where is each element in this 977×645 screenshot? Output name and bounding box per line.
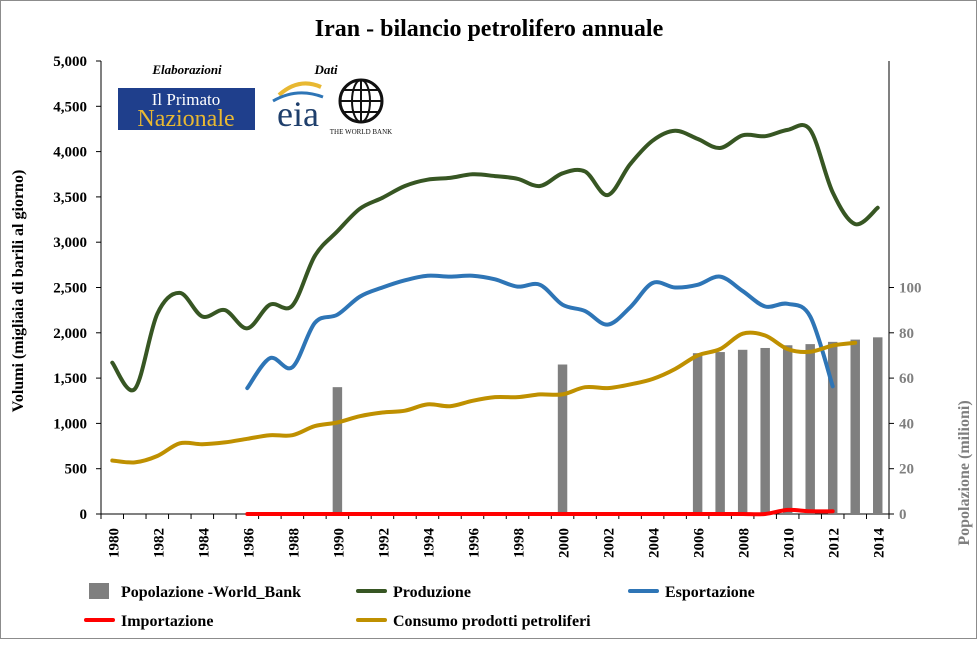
x-tick-label: 1996 [466, 528, 482, 559]
legend-label: Importazione [121, 613, 213, 630]
y-tick-label: 5,000 [53, 54, 87, 70]
legend: Popolazione -World_Bank Produzione Esporta… [84, 583, 755, 630]
world-bank-logo-text: THE WORLD BANK [330, 128, 392, 136]
population-bar [827, 341, 838, 514]
y-tick-label: 1,500 [53, 371, 87, 387]
y2-tick-label: 20 [899, 462, 914, 478]
y-tick-label: 3,000 [53, 235, 87, 251]
x-tick-label: 2010 [782, 528, 798, 558]
legend-label: Consumo prodotti petroliferi [393, 613, 591, 630]
x-tick-label: 2000 [557, 528, 573, 558]
y2-axis-label: Popolazione (milioni) [956, 400, 973, 545]
logo1-line2: Nazionale [137, 106, 234, 132]
consumption-line [110, 330, 858, 465]
eia-logo: eia [272, 81, 324, 134]
plot-area: 0 500 1,000 1,500 2,000 2,500 3,000 3,500 4,000 4… [53, 54, 921, 558]
y2-tick-label: 80 [899, 326, 914, 342]
legend-label: Esportazione [665, 584, 755, 601]
population-bar [782, 345, 793, 514]
x-tick-label: 2006 [692, 528, 708, 559]
y-tick-label: 4,000 [53, 145, 87, 161]
y2-tick-label: 40 [899, 416, 914, 432]
x-tick-label: 2004 [647, 528, 663, 559]
x-tick-label: 1984 [196, 528, 212, 559]
export-line [245, 273, 835, 391]
y-tick-label: 0 [80, 507, 88, 523]
population-bar [873, 337, 883, 514]
x-tick-label: 1990 [331, 528, 347, 558]
x-tick-label: 2014 [872, 528, 888, 559]
population-bar [715, 352, 725, 514]
x-tick-label: 1992 [376, 528, 392, 558]
y-tick-label: 500 [65, 462, 88, 478]
x-tick-label: 2012 [827, 528, 843, 558]
y-tick-label: 4,500 [53, 99, 87, 115]
chart-title: Iran - bilancio petrolifero annuale [315, 16, 664, 42]
production-line [110, 123, 880, 393]
y-tick-label: 2,000 [53, 326, 87, 342]
y-tick-label: 2,500 [53, 281, 87, 297]
y2-tick-label: 60 [899, 371, 914, 387]
credit-elaborazioni-label: Elaborazioni [151, 62, 222, 77]
x-tick-label: 1988 [286, 528, 302, 558]
population-bar [760, 347, 770, 514]
x-tick-label: 1980 [106, 528, 122, 558]
population-bar [557, 364, 568, 514]
legend-label: Produzione [393, 584, 471, 601]
x-tick-label: 1994 [421, 528, 437, 559]
import-line [245, 507, 835, 517]
x-tick-label: 1998 [512, 528, 528, 558]
population-bar [805, 344, 815, 514]
il-primato-nazionale-logo: Il Primato Nazionale [118, 88, 255, 132]
population-bar [332, 387, 343, 514]
population-bar [850, 339, 860, 514]
world-bank-logo: THE WORLD BANK [330, 78, 392, 136]
y-axis-label: Volumi (migliaia di barili al giorno) [10, 170, 27, 413]
x-tick-label: 1982 [151, 528, 167, 558]
credits: Elaborazioni Dati Il Primato Nazionale e… [118, 62, 392, 136]
y2-tick-label: 0 [899, 507, 907, 523]
population-bar [737, 349, 748, 514]
credit-dati-label: Dati [313, 62, 338, 77]
legend-swatch [89, 583, 109, 599]
x-tick-label: 1986 [241, 528, 257, 559]
population-bar [692, 353, 703, 514]
x-tick-label: 2002 [602, 528, 618, 558]
legend-label: Popolazione -World_Bank [121, 584, 301, 601]
x-tick-label: 2008 [737, 528, 753, 558]
y-tick-label: 3,500 [53, 190, 87, 206]
y2-tick-label: 100 [899, 281, 922, 297]
eia-logo-text: eia [277, 94, 319, 134]
logo1-line1: Il Primato [152, 90, 220, 109]
y-tick-label: 1,000 [53, 416, 87, 432]
